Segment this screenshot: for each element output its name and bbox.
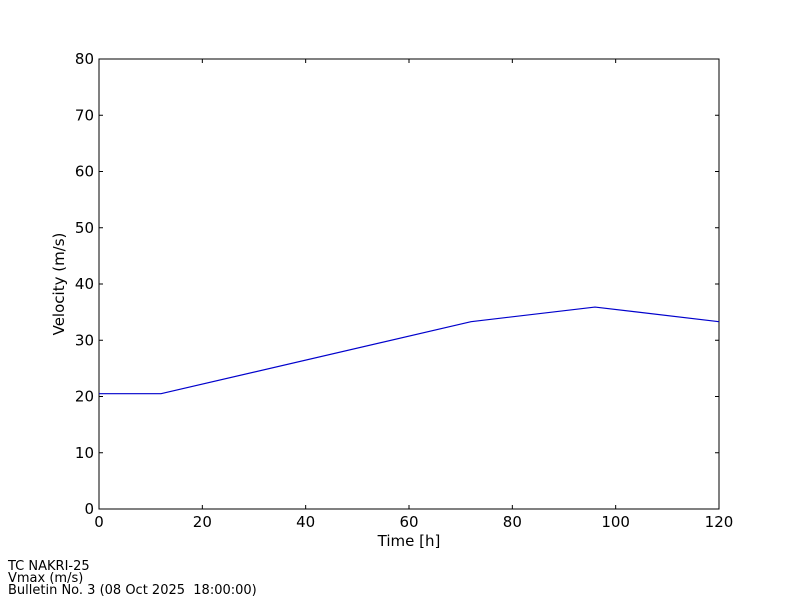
x-tick-label: 120: [705, 513, 734, 531]
footer-line: Bulletin No. 3 (08 Oct 2025 18:00:00): [8, 583, 257, 598]
y-tick-label: 0: [84, 500, 94, 518]
y-tick-label: 10: [75, 444, 94, 462]
y-tick-label: 30: [75, 331, 94, 349]
x-tick-label: 0: [94, 513, 104, 531]
x-tick-label: 80: [503, 513, 522, 531]
x-tick-label: 40: [296, 513, 315, 531]
data-line: [99, 306, 720, 395]
footer-line: Vmax (m/s): [8, 571, 83, 586]
plot-frame: [98, 58, 720, 510]
x-axis-label: Time [h]: [377, 532, 441, 550]
y-tick-label: 20: [75, 388, 94, 406]
x-tick-label: 100: [601, 513, 630, 531]
y-axis-label: Velocity (m/s): [50, 233, 68, 336]
footer-line: TC NAKRI-25: [7, 559, 90, 574]
y-tick-label: 80: [75, 50, 94, 68]
y-tick-label: 50: [75, 219, 94, 237]
y-tick-label: 40: [75, 275, 94, 293]
x-tick-label: 20: [193, 513, 212, 531]
x-tick-label: 60: [399, 513, 418, 531]
y-tick-label: 70: [75, 106, 94, 124]
y-tick-label: 60: [75, 163, 94, 181]
